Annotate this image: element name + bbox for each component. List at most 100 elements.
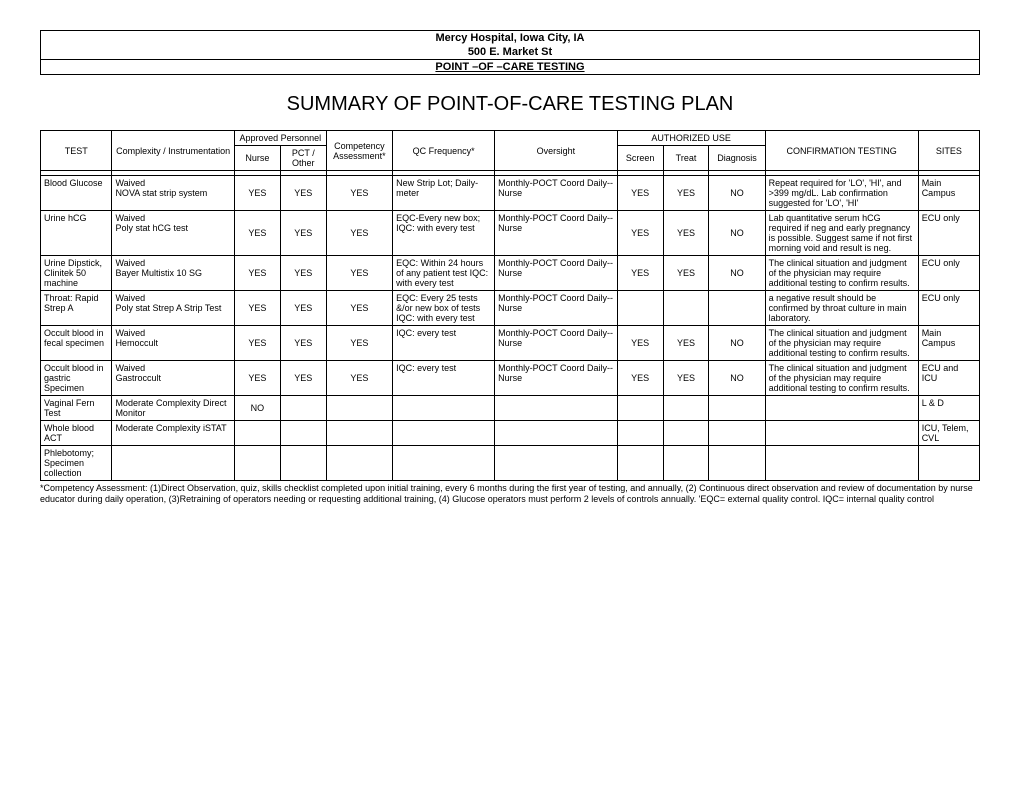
th-diagnosis: Diagnosis [709, 146, 765, 171]
cell: ECU only [918, 256, 979, 291]
th-sites: SITES [918, 131, 979, 171]
cell [617, 421, 663, 446]
cell: YES [280, 291, 326, 326]
cell: YES [326, 176, 392, 211]
cell: Occult blood in fecal specimen [41, 326, 112, 361]
cell [709, 446, 765, 481]
cell: ECU only [918, 211, 979, 256]
cell: Repeat required for 'LO', 'HI', and >399… [765, 176, 918, 211]
cell: Monthly-POCT Coord Daily--Nurse [495, 291, 617, 326]
cell [765, 446, 918, 481]
cell: YES [617, 211, 663, 256]
testing-plan-table: TEST Complexity / Instrumentation Approv… [40, 130, 980, 481]
cell [709, 421, 765, 446]
page-title: SUMMARY OF POINT-OF-CARE TESTING PLAN [40, 93, 980, 116]
cell [495, 446, 617, 481]
cell: The clinical situation and judgment of t… [765, 361, 918, 396]
th-approved-personnel: Approved Personnel [234, 131, 326, 146]
cell: Monthly-POCT Coord Daily--Nurse [495, 256, 617, 291]
cell [326, 396, 392, 421]
cell: YES [280, 361, 326, 396]
cell: NO [234, 396, 280, 421]
cell: YES [663, 256, 709, 291]
cell [663, 396, 709, 421]
cell: IQC: every test [393, 361, 495, 396]
cell: YES [280, 176, 326, 211]
cell: EQC-Every new box; IQC: with every test [393, 211, 495, 256]
th-authorized-use: AUTHORIZED USE [617, 131, 765, 146]
table-row: Occult blood in gastric SpecimenWaivedGa… [41, 361, 980, 396]
table-row: Occult blood in fecal specimenWaivedHemo… [41, 326, 980, 361]
cell: YES [234, 176, 280, 211]
cell: YES [326, 291, 392, 326]
cell: YES [617, 326, 663, 361]
cell: IQC: every test [393, 326, 495, 361]
cell: ECU and ICU [918, 361, 979, 396]
cell [326, 446, 392, 481]
header-line-2: 500 E. Market St [41, 45, 979, 59]
th-test: TEST [41, 131, 112, 171]
cell: EQC: Every 25 tests &/or new box of test… [393, 291, 495, 326]
table-row: Vaginal Fern TestModerate Complexity Dir… [41, 396, 980, 421]
cell: YES [234, 256, 280, 291]
cell [765, 396, 918, 421]
th-screen: Screen [617, 146, 663, 171]
footnote: *Competency Assessment: (1)Direct Observ… [40, 483, 980, 505]
cell: NO [709, 256, 765, 291]
cell: WaivedPoly stat Strep A Strip Test [112, 291, 234, 326]
cell: Monthly-POCT Coord Daily--Nurse [495, 211, 617, 256]
header-line-1: Mercy Hospital, Iowa City, IA [41, 31, 979, 45]
cell [495, 421, 617, 446]
cell [234, 421, 280, 446]
cell [280, 446, 326, 481]
cell: a negative result should be confirmed by… [765, 291, 918, 326]
table-row: Urine hCGWaivedPoly stat hCG testYESYESY… [41, 211, 980, 256]
cell: YES [663, 176, 709, 211]
cell: YES [234, 291, 280, 326]
cell [617, 446, 663, 481]
cell: The clinical situation and judgment of t… [765, 326, 918, 361]
cell: YES [617, 176, 663, 211]
cell: WaivedNOVA stat strip system [112, 176, 234, 211]
cell: NO [709, 361, 765, 396]
table-row: Blood GlucoseWaivedNOVA stat strip syste… [41, 176, 980, 211]
cell: The clinical situation and judgment of t… [765, 256, 918, 291]
th-confirmation: CONFIRMATION TESTING [765, 131, 918, 171]
cell: ECU only [918, 291, 979, 326]
cell: WaivedGastroccult [112, 361, 234, 396]
cell [326, 421, 392, 446]
cell [709, 291, 765, 326]
table-row: Urine Dipstick, Clinitek 50 machineWaive… [41, 256, 980, 291]
cell: Monthly-POCT Coord Daily--Nurse [495, 326, 617, 361]
cell: YES [663, 361, 709, 396]
cell: L & D [918, 396, 979, 421]
cell [280, 396, 326, 421]
cell [617, 396, 663, 421]
header-line-3: POINT –OF –CARE TESTING [41, 59, 979, 74]
cell: Urine hCG [41, 211, 112, 256]
cell [495, 396, 617, 421]
cell: YES [326, 211, 392, 256]
cell [617, 291, 663, 326]
cell: YES [280, 256, 326, 291]
cell: Monthly-POCT Coord Daily--Nurse [495, 361, 617, 396]
cell: YES [617, 256, 663, 291]
cell: Moderate Complexity Direct Monitor [112, 396, 234, 421]
cell [918, 446, 979, 481]
cell: Occult blood in gastric Specimen [41, 361, 112, 396]
cell: Lab quantitative serum hCG required if n… [765, 211, 918, 256]
cell: WaivedPoly stat hCG test [112, 211, 234, 256]
cell: New Strip Lot; Daily-meter [393, 176, 495, 211]
cell: YES [617, 361, 663, 396]
cell: Whole blood ACT [41, 421, 112, 446]
table-row: Whole blood ACTModerate Complexity iSTAT… [41, 421, 980, 446]
th-oversight: Oversight [495, 131, 617, 171]
header-box: Mercy Hospital, Iowa City, IA 500 E. Mar… [40, 30, 980, 75]
cell: NO [709, 211, 765, 256]
th-nurse: Nurse [234, 146, 280, 171]
cell [663, 291, 709, 326]
cell [709, 396, 765, 421]
cell: WaivedBayer Multistix 10 SG [112, 256, 234, 291]
cell: YES [326, 256, 392, 291]
cell [393, 421, 495, 446]
